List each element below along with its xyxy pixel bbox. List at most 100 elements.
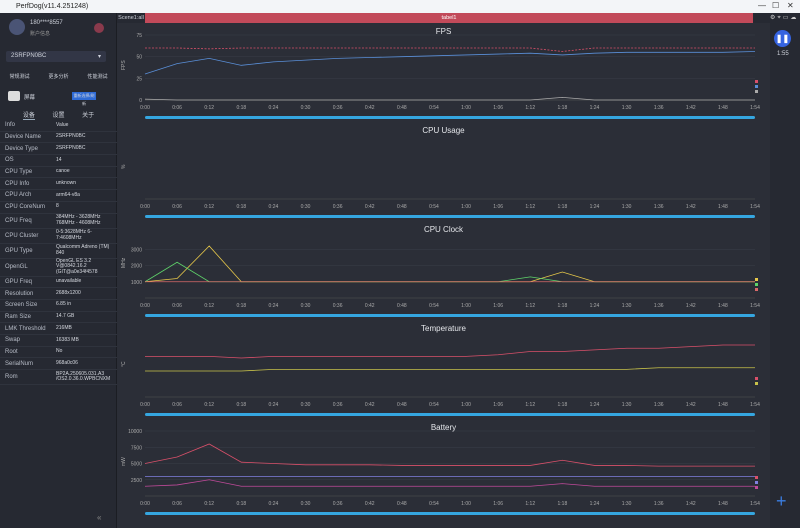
x-tick-label: 1:18 bbox=[558, 402, 568, 408]
x-tick-label: 0:42 bbox=[365, 402, 375, 408]
x-tick-label: 0:00 bbox=[140, 105, 150, 111]
legend-swatch bbox=[755, 476, 758, 479]
x-tick-label: 0:48 bbox=[397, 402, 407, 408]
tab-tabel1[interactable]: tabel1 bbox=[145, 13, 753, 23]
collapse-icon[interactable]: « bbox=[97, 513, 102, 522]
header-value: Value bbox=[56, 121, 69, 128]
toolbar-icons[interactable]: ⚙⌖▭☁ bbox=[770, 15, 799, 21]
x-tick-label: 1:12 bbox=[525, 105, 535, 111]
info-value: 2688x1200 bbox=[56, 289, 81, 296]
tab-about[interactable]: 关于 bbox=[82, 113, 95, 119]
time-range-slider[interactable] bbox=[145, 314, 755, 317]
add-icon[interactable]: + bbox=[776, 491, 787, 511]
record-icon[interactable] bbox=[94, 23, 104, 33]
device-info-table: Info Value Device Name 2SRFPN0BC Device Typ… bbox=[0, 120, 117, 385]
info-value: 968a0c06 bbox=[56, 359, 78, 366]
x-tick-label: 1:36 bbox=[654, 303, 664, 309]
chart-panel: mW 2500 5000 7500 10000 0:00 0:06 0:12 0:18 0:24 0… bbox=[117, 421, 770, 519]
tab-more-analysis[interactable]: 更多分析 bbox=[48, 74, 69, 80]
tab-settings[interactable]: 设置 bbox=[52, 113, 65, 119]
x-tick-label: 0:06 bbox=[172, 402, 182, 408]
x-tick-label: 0:06 bbox=[172, 204, 182, 210]
time-range-slider[interactable] bbox=[145, 116, 755, 119]
x-tick-label: 0:30 bbox=[301, 105, 311, 111]
app-icon bbox=[8, 91, 20, 101]
x-tick-label: 0:54 bbox=[429, 204, 439, 210]
x-tick-label: 1:24 bbox=[590, 303, 600, 309]
chart-title: Temperature bbox=[421, 324, 466, 333]
time-range-slider[interactable] bbox=[145, 215, 755, 218]
x-tick-label: 0:30 bbox=[301, 303, 311, 309]
header-info: Info bbox=[5, 122, 16, 129]
table-row: SerialNum 968a0c06 bbox=[0, 358, 117, 370]
chart-panel: % 0:00 0:06 0:12 0:18 0:24 0:30 0:36 0:42 0:48 0:5… bbox=[117, 124, 770, 222]
table-row: Screen Size 6.85 in bbox=[0, 300, 117, 312]
legend-swatch bbox=[755, 278, 758, 281]
info-value: Qualcomm Adreno (TM) 840 bbox=[56, 244, 110, 256]
legend-swatch bbox=[755, 80, 758, 83]
x-tick-label: 0:24 bbox=[269, 501, 279, 507]
info-value: No bbox=[56, 348, 63, 355]
x-tick-label: 0:24 bbox=[269, 402, 279, 408]
x-tick-label: 1:12 bbox=[525, 204, 535, 210]
x-tick-label: 0:00 bbox=[140, 501, 150, 507]
chart-title: FPS bbox=[435, 27, 452, 36]
info-key: CPU Freq bbox=[5, 217, 32, 224]
x-tick-label: 1:30 bbox=[622, 303, 632, 309]
maximize-button[interactable]: ☐ bbox=[772, 1, 780, 10]
window-title: PerfDog(v11.4.251248) bbox=[16, 3, 89, 10]
app-name: 屏幕 bbox=[24, 95, 36, 101]
info-value: OpenGL ES 3.2 V@0842.16.2 (GIT@a0e34f457… bbox=[56, 257, 98, 275]
x-tick-label: 0:06 bbox=[172, 105, 182, 111]
tab-perf-test[interactable]: 性能测试 bbox=[87, 74, 108, 80]
y-tick-label: 2500 bbox=[131, 478, 142, 484]
x-tick-label: 1:24 bbox=[590, 204, 600, 210]
right-panel: ⚙⌖▭☁ ❚❚ 1:55 + bbox=[770, 13, 800, 528]
table-row: GPU Type Qualcomm Adreno (TM) 840 bbox=[0, 244, 117, 259]
x-tick-label: 0:06 bbox=[172, 303, 182, 309]
info-value: 2SRFPN0BC bbox=[56, 133, 86, 140]
info-key: OS bbox=[5, 157, 14, 164]
device-select[interactable]: 2SRFPN0BC ▾ bbox=[6, 51, 106, 62]
time-range-slider[interactable] bbox=[145, 512, 755, 515]
legend-swatch bbox=[755, 288, 758, 291]
x-tick-label: 0:36 bbox=[333, 402, 343, 408]
minimize-button[interactable]: — bbox=[758, 1, 766, 10]
x-tick-label: 1:30 bbox=[622, 204, 632, 210]
info-value: canoe bbox=[56, 168, 70, 175]
info-key: CPU Type bbox=[5, 169, 33, 176]
chart-panel: °C 0:00 0:06 0:12 0:18 0:24 0:30 0:36 0:42 0:48 0:… bbox=[117, 322, 770, 420]
reselect-app-button[interactable]: 重新选择/刷新 bbox=[72, 92, 96, 106]
series-line bbox=[144, 479, 755, 487]
info-key: OpenGL bbox=[5, 264, 28, 270]
y-axis-label: mW bbox=[121, 457, 127, 466]
series-line bbox=[144, 443, 755, 467]
x-tick-label: 0:42 bbox=[365, 105, 375, 111]
pause-button[interactable]: ❚❚ bbox=[774, 30, 791, 47]
x-tick-label: 1:42 bbox=[686, 501, 696, 507]
x-tick-label: 0:54 bbox=[429, 501, 439, 507]
info-key: CPU Cluster bbox=[5, 232, 39, 239]
account-info-link[interactable]: 账户信息 bbox=[30, 31, 51, 37]
chart-panel: MHz 1000 2000 3000 0:00 0:06 0:12 0:18 0:24 0:30 0… bbox=[117, 223, 770, 321]
x-tick-label: 0:24 bbox=[269, 105, 279, 111]
elapsed-time: 1:55 bbox=[777, 51, 789, 57]
y-axis-label: MHz bbox=[121, 257, 127, 268]
info-key: GPU Freq bbox=[5, 278, 33, 285]
x-tick-label: 1:12 bbox=[525, 303, 535, 309]
tab-normal-test[interactable]: 常规测试 bbox=[9, 74, 30, 80]
close-button[interactable]: ✕ bbox=[787, 1, 794, 10]
tab-device[interactable]: 设备 bbox=[22, 110, 35, 120]
info-key: Swap bbox=[5, 337, 21, 344]
x-tick-label: 0:48 bbox=[397, 303, 407, 309]
x-tick-label: 0:30 bbox=[301, 501, 311, 507]
x-tick-label: 1:30 bbox=[622, 402, 632, 408]
time-range-slider[interactable] bbox=[145, 413, 755, 416]
x-tick-label: 1:24 bbox=[590, 105, 600, 111]
x-tick-label: 1:42 bbox=[686, 402, 696, 408]
info-key: CPU CoreNum bbox=[5, 204, 46, 211]
x-tick-label: 1:36 bbox=[654, 402, 664, 408]
tab-scene[interactable]: Scene1:all bbox=[117, 13, 145, 23]
x-tick-label: 1:00 bbox=[461, 303, 471, 309]
device-selected-label: 2SRFPN0BC bbox=[11, 53, 47, 59]
